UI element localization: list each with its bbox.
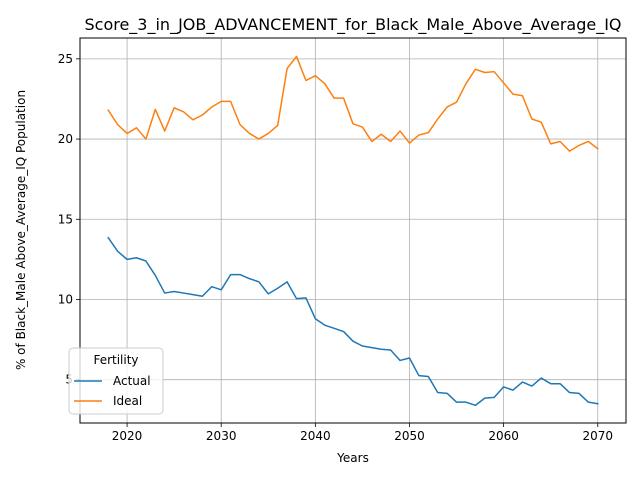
y-axis-label: % of Black_Male Above_Average_IQ Populat…: [14, 90, 28, 370]
legend: Fertility Actual Ideal: [68, 347, 164, 415]
y-tick-label: 10: [58, 292, 73, 306]
series-line-actual: [107, 236, 599, 407]
gridlines: [80, 38, 626, 423]
x-tick-label: 2040: [300, 429, 331, 443]
x-axis: 2020 2030 2040 2050 2060 2070: [112, 423, 613, 443]
x-tick-label: 2060: [488, 429, 519, 443]
y-tick-label: 15: [58, 212, 73, 226]
plot-frame: [79, 37, 627, 424]
x-tick-label: 2070: [582, 429, 613, 443]
legend-label-actual: Actual: [113, 374, 151, 388]
x-tick-label: 2050: [394, 429, 425, 443]
chart-title: Score_3_in_JOB_ADVANCEMENT_for_Black_Mal…: [84, 15, 621, 35]
x-axis-label: Years: [336, 451, 369, 465]
plot-area: [80, 38, 626, 423]
series-lines: [107, 55, 599, 407]
y-tick-label: 20: [58, 132, 73, 146]
legend-box: [68, 347, 164, 415]
y-tick-label: 25: [58, 52, 73, 66]
legend-title: Fertility: [93, 353, 138, 367]
x-tick-label: 2030: [206, 429, 237, 443]
x-tick-label: 2020: [112, 429, 143, 443]
legend-label-ideal: Ideal: [113, 394, 142, 408]
series-line-ideal: [107, 55, 599, 152]
